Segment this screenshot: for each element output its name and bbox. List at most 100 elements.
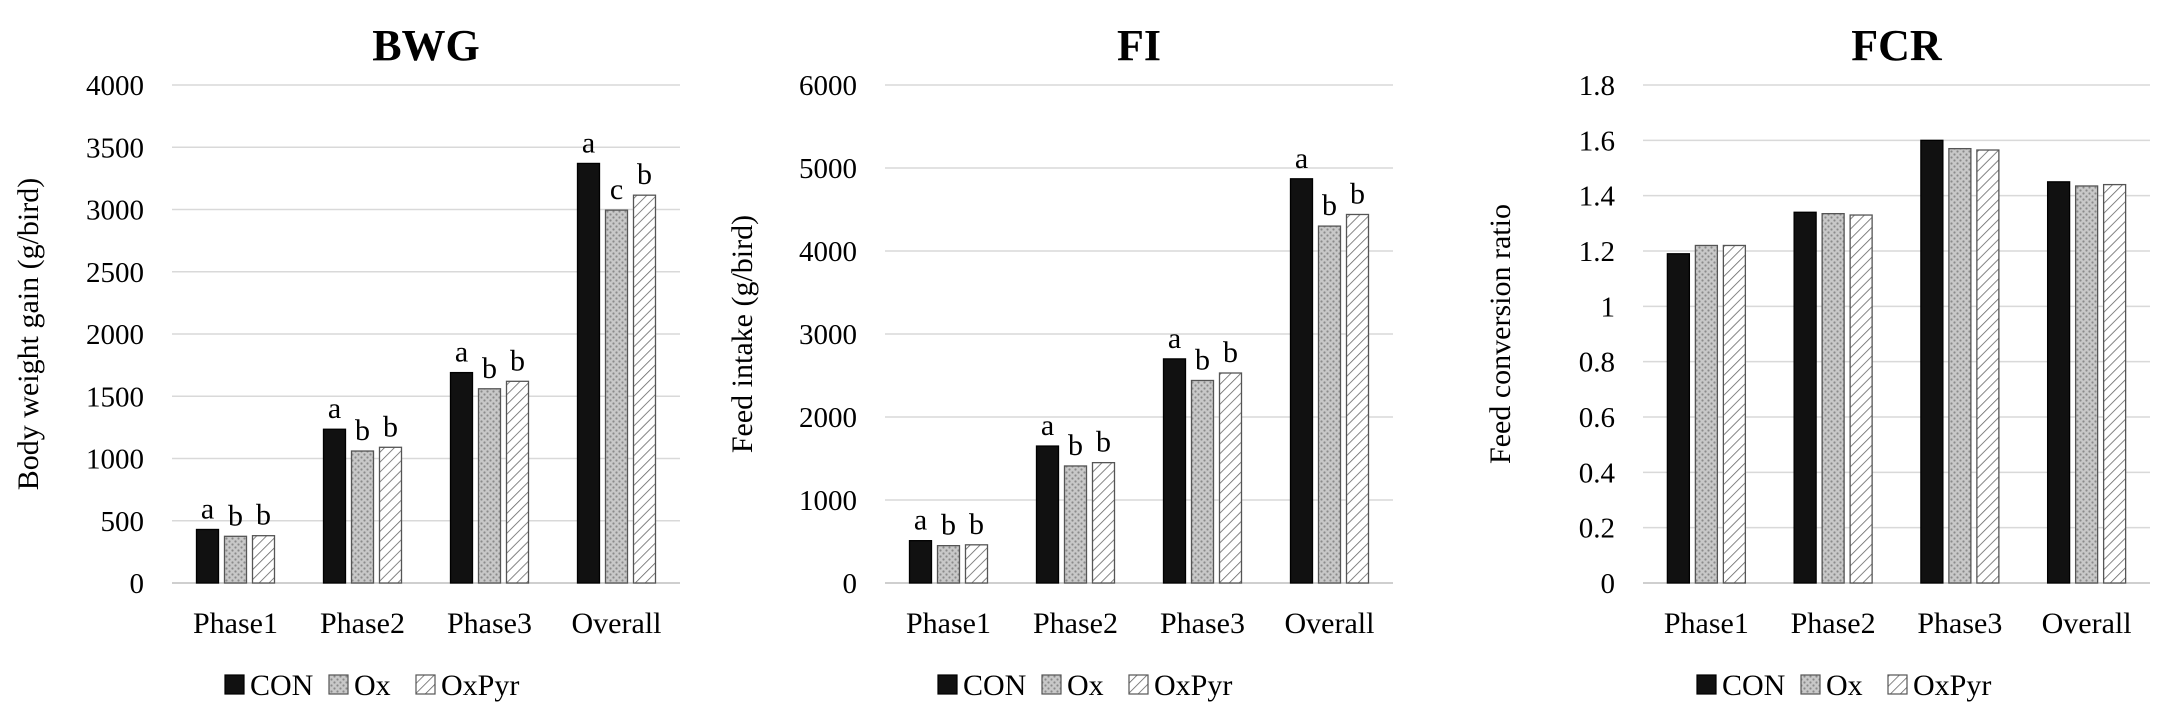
- bar-ox: [1190, 379, 1215, 584]
- x-category-label: Phase1: [1664, 607, 1749, 640]
- legend-label-oxpyr: OxPyr: [1913, 669, 1991, 702]
- y-tick-label: 0: [130, 568, 145, 600]
- x-category-label: Phase2: [1033, 607, 1118, 640]
- legend-label-ox: Ox: [354, 669, 391, 702]
- x-category-label: Overall: [2042, 607, 2132, 640]
- bar-oxpyr: [2102, 183, 2127, 584]
- bar-con: [908, 540, 933, 584]
- x-category-label: Overall: [572, 607, 662, 640]
- bar-oxpyr: [632, 194, 657, 584]
- bar-ox: [1948, 147, 1972, 584]
- legend-swatch-con: [224, 674, 245, 695]
- y-tick-label: 2000: [799, 402, 857, 434]
- legend-label-ox: Ox: [1826, 669, 1863, 702]
- significance-label: a: [582, 126, 595, 159]
- y-tick-label: 1000: [799, 485, 857, 517]
- significance-label: a: [455, 336, 468, 369]
- significance-label: b: [482, 352, 497, 385]
- bar-ox: [1317, 225, 1342, 584]
- x-category-label: Phase3: [447, 607, 532, 640]
- significance-label: b: [228, 499, 243, 532]
- significance-label: a: [1041, 409, 1054, 442]
- significance-label: b: [941, 509, 956, 542]
- bar-con: [1035, 445, 1060, 584]
- chart-panel-fi: FI Feed intake (g/bird) 0 1000 2000 3000 4000 5…: [726, 21, 1393, 702]
- bar-con: [1666, 253, 1691, 584]
- y-tick-label: 1.6: [1579, 125, 1615, 157]
- y-tick-label: 2500: [86, 257, 144, 289]
- y-axis-label: Feed conversion ratio: [1484, 204, 1517, 464]
- y-tick-label: 6000: [799, 70, 857, 102]
- y-tick-label: 0.6: [1579, 402, 1615, 434]
- bar-con: [1162, 358, 1187, 584]
- y-axis-label: Feed intake (g/bird): [726, 215, 759, 453]
- significance-label: b: [1096, 426, 1111, 459]
- legend-swatch-con: [937, 674, 958, 695]
- chart-title: FI: [1117, 21, 1161, 70]
- y-tick-label: 1.2: [1579, 236, 1615, 268]
- legend-label-con: CON: [1722, 669, 1785, 702]
- bar-oxpyr: [1091, 461, 1116, 584]
- bar-con: [1289, 178, 1314, 584]
- legend-swatch-ox: [1800, 674, 1821, 695]
- legend-swatch-ox: [328, 674, 349, 695]
- legend-label-con: CON: [250, 669, 313, 702]
- legend-swatch-oxpyr: [1887, 674, 1908, 695]
- bar-con: [449, 371, 474, 584]
- bar-con: [322, 428, 347, 584]
- y-tick-label: 1: [1601, 291, 1616, 323]
- bar-oxpyr: [1722, 244, 1747, 584]
- legend: CON Ox OxPyr: [1696, 669, 1991, 702]
- significance-label: b: [637, 158, 652, 191]
- significance-label: a: [1168, 322, 1181, 355]
- x-category-label: Overall: [1285, 607, 1375, 640]
- x-category-label: Phase2: [320, 607, 405, 640]
- bar-oxpyr: [378, 446, 403, 584]
- y-tick-label: 1.8: [1579, 70, 1615, 102]
- chart-title: BWG: [372, 21, 480, 70]
- legend-label-oxpyr: OxPyr: [1154, 669, 1232, 702]
- y-tick-label: 1500: [86, 381, 144, 413]
- y-tick-label: 0: [1601, 568, 1616, 600]
- y-tick-label: 4000: [86, 70, 144, 102]
- bar-oxpyr: [1218, 372, 1243, 584]
- bar-con: [1920, 139, 1944, 584]
- y-tick-label: 0.2: [1579, 513, 1615, 545]
- bar-ox: [2074, 185, 2099, 584]
- x-category-label: Phase3: [1160, 607, 1245, 640]
- significance-label: a: [914, 504, 927, 537]
- bar-ox: [604, 209, 629, 584]
- significance-label: b: [1322, 189, 1337, 222]
- significance-label: b: [256, 499, 271, 532]
- bar-ox: [1063, 465, 1088, 584]
- x-category-label: Phase1: [193, 607, 278, 640]
- bar-ox: [936, 545, 961, 584]
- legend: CON Ox OxPyr: [224, 669, 519, 702]
- bar-oxpyr: [964, 544, 989, 584]
- significance-label: a: [201, 492, 214, 525]
- significance-label: b: [1350, 177, 1365, 210]
- significance-label: b: [510, 344, 525, 377]
- significance-label: c: [610, 173, 623, 206]
- significance-label: b: [383, 410, 398, 443]
- chart-panel-fcr: FCR Feed conversion ratio 0 0.2 0.4 0.6 0.8 1 1.…: [1484, 21, 2150, 702]
- bar-ox: [350, 450, 375, 584]
- chart-title: FCR: [1851, 21, 1943, 70]
- significance-label: b: [1068, 429, 1083, 462]
- significance-label: b: [1195, 343, 1210, 376]
- y-tick-label: 4000: [799, 236, 857, 268]
- bar-ox: [223, 535, 248, 584]
- bar-oxpyr: [251, 535, 276, 584]
- y-tick-label: 3500: [86, 132, 144, 164]
- legend-swatch-oxpyr: [1128, 674, 1149, 695]
- legend-label-ox: Ox: [1067, 669, 1104, 702]
- legend-label-oxpyr: OxPyr: [441, 669, 519, 702]
- x-category-label: Phase2: [1791, 607, 1876, 640]
- legend-swatch-ox: [1041, 674, 1062, 695]
- significance-label: b: [1223, 336, 1238, 369]
- chart-panel-bwg: BWG Body weight gain (g/bird) 0 500 1000 1500…: [12, 21, 680, 702]
- y-tick-label: 3000: [86, 195, 144, 227]
- significance-label: b: [355, 414, 370, 447]
- legend-swatch-oxpyr: [415, 674, 436, 695]
